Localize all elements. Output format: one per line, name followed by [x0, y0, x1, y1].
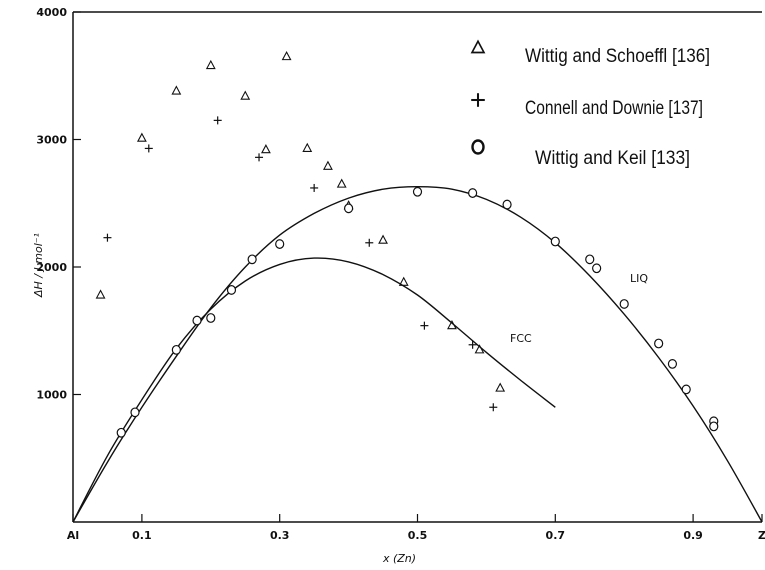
circle-data-point: [592, 263, 602, 274]
x-tick-label: 0.1: [132, 529, 152, 542]
y-axis-label: ΔH / J.mol⁻¹: [32, 233, 45, 298]
triangle-data-point: [474, 344, 485, 354]
triangle-data-point: [398, 276, 409, 286]
plus-data-point: [213, 116, 222, 125]
plus-data-point: [255, 153, 264, 162]
curve-fcc: [72, 257, 556, 523]
circle-data-point: [585, 254, 595, 265]
legend-triangle-symbol: [470, 39, 486, 54]
triangle-data-point: [302, 142, 313, 152]
x-axis-label: x (Zn): [382, 552, 416, 565]
circle-data-point: [206, 313, 216, 323]
circle-data-point: [681, 384, 691, 395]
triangle-data-point: [205, 59, 216, 70]
triangle-data-point: [336, 178, 347, 188]
plus-data-point: [489, 403, 498, 412]
circle-data-point: [412, 186, 423, 197]
triangle-data-point: [495, 382, 506, 392]
circle-data-point: [502, 199, 512, 210]
plus-data-point: [310, 183, 319, 192]
circle-data-point: [192, 315, 202, 326]
legend-circle-symbol: [471, 139, 485, 155]
triangle-data-point: [95, 289, 106, 299]
circle-data-point: [468, 188, 478, 198]
circle-data-point: [171, 344, 181, 355]
circle-data-point: [247, 254, 257, 265]
triangle-data-point: [447, 319, 457, 330]
y-tick-label: 2000: [36, 261, 67, 274]
plus-data-point: [468, 340, 477, 349]
circle-data-point: [619, 299, 629, 309]
y-tick-label: 1000: [36, 389, 67, 402]
x-tick-label: 0.7: [546, 529, 566, 542]
x-tick-label: Al: [67, 529, 79, 542]
circle-data-point: [344, 203, 354, 214]
triangle-data-point: [171, 85, 182, 95]
x-tick-label: 0.9: [683, 529, 703, 542]
plus-data-point: [420, 321, 429, 330]
triangle-data-point: [323, 160, 333, 170]
triangle-data-point: [378, 234, 388, 244]
x-tick-label: 0.3: [270, 529, 290, 542]
curve-label-liq: LIQ: [630, 272, 648, 285]
legend-label: Connell and Downie [137]: [525, 98, 703, 119]
circle-data-point: [654, 338, 664, 349]
circle-data-point: [667, 359, 678, 369]
circle-data-point: [226, 285, 237, 295]
legend-label: Wittig and Schoeffl [136]: [525, 46, 710, 67]
triangle-data-point: [281, 50, 292, 61]
triangle-data-point: [136, 132, 147, 142]
y-tick-label: 3000: [36, 134, 67, 147]
circle-data-point: [275, 239, 285, 249]
circle-data-point: [550, 236, 560, 247]
y-tick-label: 4000: [36, 6, 67, 19]
plus-data-point: [365, 238, 374, 247]
triangle-data-point: [261, 144, 271, 154]
x-tick-label: Z: [758, 529, 765, 542]
circle-data-point: [130, 407, 140, 418]
plus-data-point: [144, 144, 153, 153]
x-tick-label: 0.5: [408, 529, 428, 542]
circle-data-point: [116, 427, 126, 438]
curve-label-fcc: FCC: [510, 332, 532, 345]
circle-data-point: [709, 421, 719, 432]
legend-label: Wittig and Keil [133]: [535, 148, 690, 169]
plus-data-point: [103, 233, 112, 242]
triangle-data-point: [240, 90, 251, 100]
legend-plus-symbol: [471, 93, 485, 107]
